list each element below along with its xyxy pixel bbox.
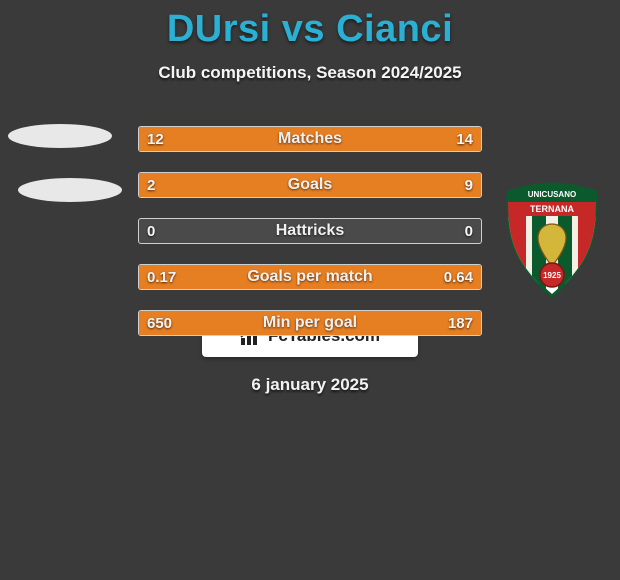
page-title: DUrsi vs Cianci [0, 0, 620, 51]
bar-row-hattricks: 0 Hattricks 0 [138, 218, 482, 244]
bar-value-right: 0.64 [444, 265, 473, 289]
bar-value-right: 14 [456, 127, 473, 151]
bar-row-goals-per-match: 0.17 Goals per match 0.64 [138, 264, 482, 290]
bar-label: Goals per match [139, 265, 481, 289]
bar-label: Goals [139, 173, 481, 197]
bar-row-matches: 12 Matches 14 [138, 126, 482, 152]
badge-text-year: 1925 [543, 271, 561, 280]
bar-row-min-per-goal: 650 Min per goal 187 [138, 310, 482, 336]
bar-label: Hattricks [139, 219, 481, 243]
badge-text-club: TERNANA [530, 204, 574, 214]
player-left-shape-2 [18, 178, 122, 202]
stats-bars: 12 Matches 14 2 Goals 9 0 Hattricks 0 0.… [138, 126, 482, 356]
club-badge-ternana: UNICUSANO TERNANA 1925 [502, 180, 602, 300]
bar-value-right: 0 [465, 219, 473, 243]
badge-text-top: UNICUSANO [528, 190, 576, 199]
player-left-shape-1 [8, 124, 112, 148]
date: 6 january 2025 [0, 375, 620, 395]
bar-label: Min per goal [139, 311, 481, 335]
subtitle: Club competitions, Season 2024/2025 [0, 63, 620, 83]
shield-icon: UNICUSANO TERNANA 1925 [502, 180, 602, 300]
bar-row-goals: 2 Goals 9 [138, 172, 482, 198]
bar-value-right: 9 [465, 173, 473, 197]
bar-label: Matches [139, 127, 481, 151]
bar-value-right: 187 [448, 311, 473, 335]
